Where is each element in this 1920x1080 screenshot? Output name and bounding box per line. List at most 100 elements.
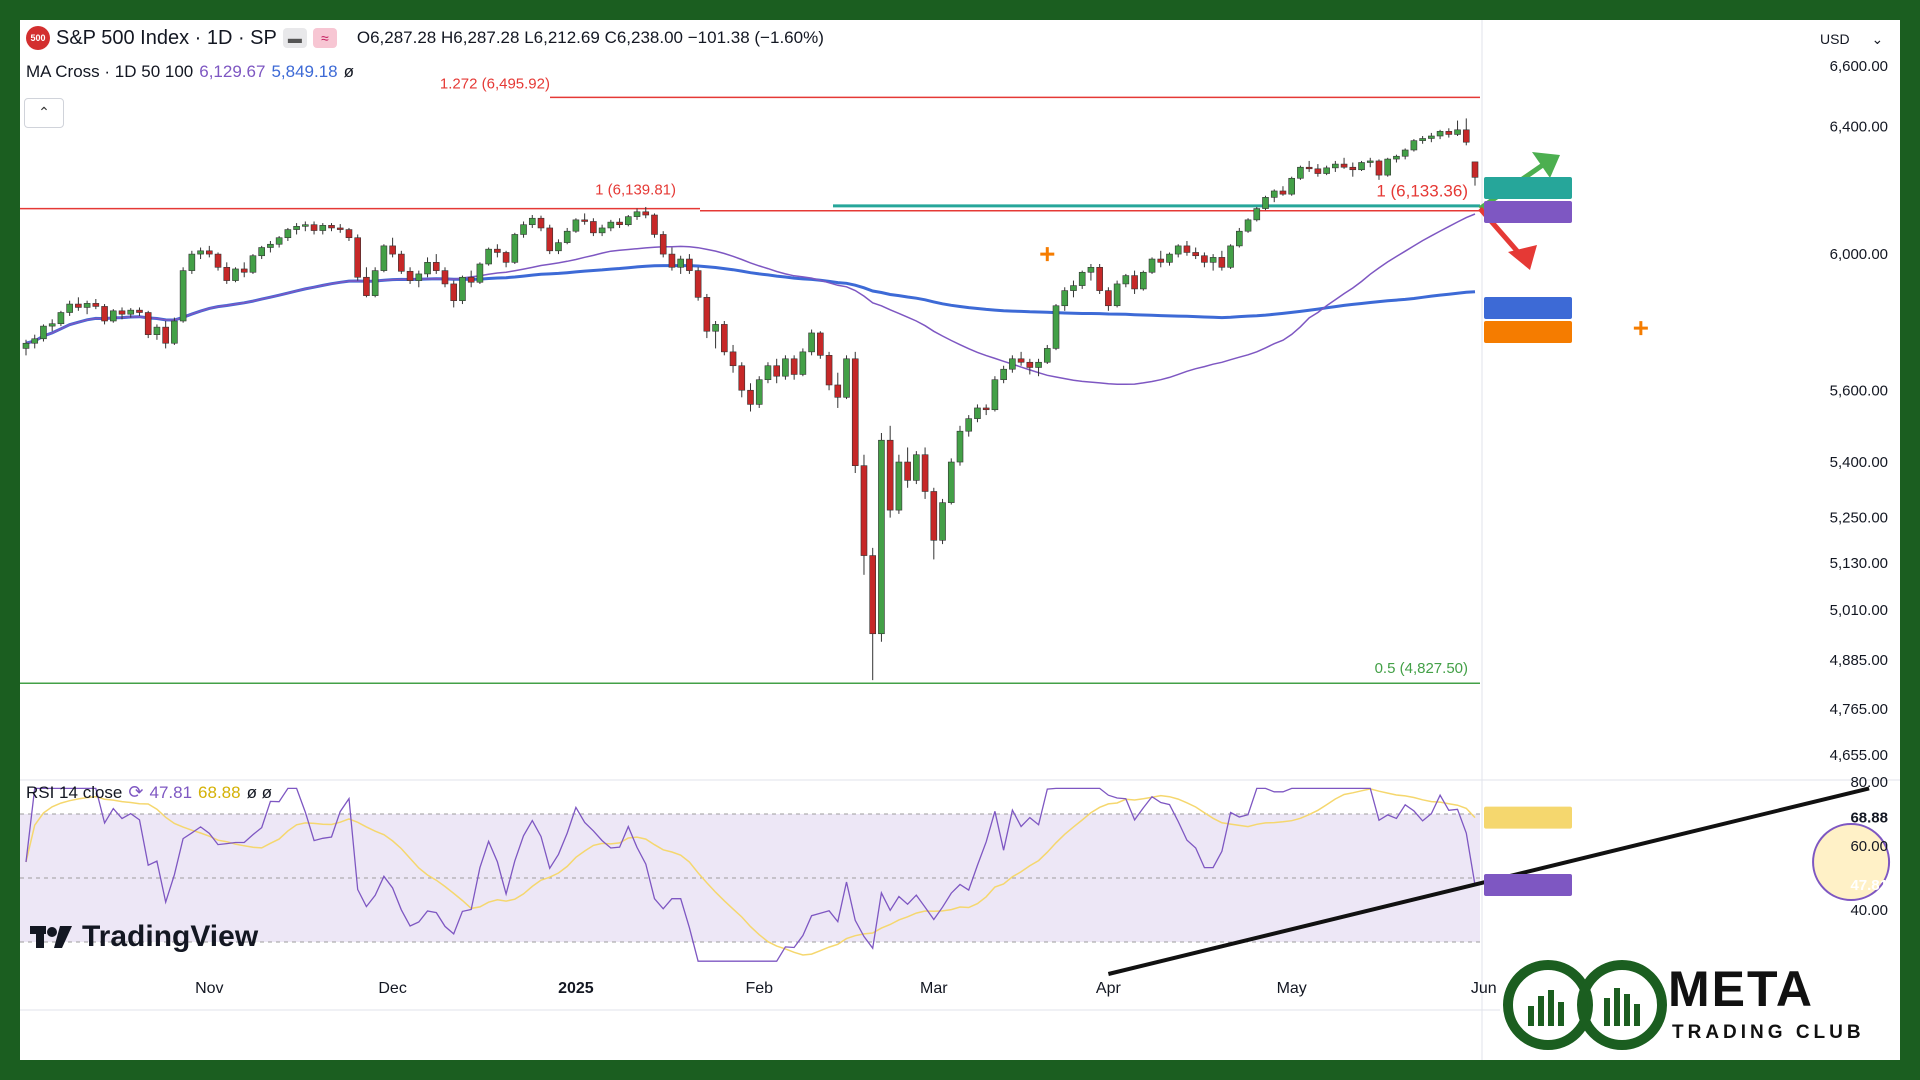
hide-icon[interactable]: ▬ xyxy=(282,28,307,48)
candle xyxy=(1078,271,1086,286)
candle xyxy=(642,211,650,216)
candle xyxy=(1122,275,1130,285)
candle xyxy=(537,217,545,229)
candle xyxy=(1462,129,1470,143)
candle xyxy=(302,224,309,227)
time-tick-label: Mar xyxy=(920,980,948,997)
candle xyxy=(476,263,484,283)
tradingview-logo[interactable]: TradingView xyxy=(30,920,258,954)
candle xyxy=(677,258,684,268)
chart-window: 1.272 (6,495.92) 1 (6,139.81) 1 (6,133.36)… xyxy=(20,20,1900,1060)
candle xyxy=(546,227,554,252)
candle xyxy=(136,309,143,313)
currency-label: USD xyxy=(1820,31,1850,47)
meta-trading-club-logo: META TRADING CLUB xyxy=(1500,950,1900,1060)
candle xyxy=(860,465,868,556)
candle xyxy=(1166,253,1173,263)
open-value: O6,287.28 xyxy=(356,28,437,47)
candle xyxy=(389,245,396,255)
candle xyxy=(878,439,885,635)
candle xyxy=(1445,131,1453,135)
price-badge-label: 5,779.21 xyxy=(1830,324,1888,341)
candle xyxy=(1236,230,1243,247)
candle xyxy=(371,270,379,296)
candle xyxy=(555,242,562,252)
rsi-label[interactable]: RSI 14 close xyxy=(26,782,123,802)
time-tick-label: Dec xyxy=(378,980,406,997)
rsi-tick-label: 60.00 xyxy=(1850,838,1888,855)
ma100-line xyxy=(25,264,1476,345)
rsi-ma-line xyxy=(25,788,1476,956)
candle xyxy=(197,250,204,255)
time-tick-label: Jun xyxy=(1471,980,1497,997)
candle xyxy=(1087,266,1095,273)
candle xyxy=(991,379,999,411)
candle xyxy=(563,230,571,243)
high-value: H6,287.28 xyxy=(441,28,520,47)
candle xyxy=(790,358,798,375)
candle xyxy=(1471,161,1479,178)
rsi-badge-label: 68.88 xyxy=(1850,810,1888,827)
symbol-badge: 500 xyxy=(26,26,50,50)
candle xyxy=(694,270,702,298)
candle xyxy=(1384,158,1392,176)
candle xyxy=(1183,245,1191,253)
time-tick-label: Feb xyxy=(745,980,773,997)
candle xyxy=(1070,285,1077,291)
candle xyxy=(83,303,91,308)
candle xyxy=(947,461,955,503)
candle xyxy=(686,258,693,271)
candle xyxy=(729,351,737,367)
rsi-extra: ø ø xyxy=(246,782,273,802)
candle xyxy=(293,226,300,230)
candle xyxy=(755,379,763,405)
candle xyxy=(258,247,265,257)
candle xyxy=(1061,290,1069,307)
candle xyxy=(223,266,231,281)
price-badge xyxy=(1484,297,1572,319)
ohlc-values: O6,287.28 H6,287.28 L6,212.69 C6,238.00 … xyxy=(357,28,824,48)
candle xyxy=(1393,155,1400,160)
candle xyxy=(1192,252,1199,257)
symbol-title[interactable]: S&P 500 Index · 1D · SP xyxy=(56,26,277,49)
candle xyxy=(1000,368,1007,381)
rsi-badge-label: 47.81 xyxy=(1850,877,1888,894)
candle xyxy=(1227,245,1234,268)
candle xyxy=(1279,190,1287,195)
price-tick-label: 4,765.00 xyxy=(1830,701,1888,718)
candle xyxy=(1410,140,1418,151)
candle xyxy=(930,491,938,541)
compare-icon[interactable]: ≈ xyxy=(312,28,337,48)
collapse-legend-button[interactable]: ⌃ xyxy=(24,98,64,128)
price-badge-label: 5,849.18 xyxy=(1830,300,1888,317)
candle xyxy=(214,253,222,268)
candle xyxy=(424,262,431,275)
candle xyxy=(398,253,405,272)
time-tick-label: Apr xyxy=(1096,980,1122,997)
candle xyxy=(363,276,370,296)
candle xyxy=(502,252,510,263)
price-tick-label: 6,000.00 xyxy=(1830,246,1888,263)
candle xyxy=(1209,257,1217,263)
currency-select[interactable]: USD ⌄ xyxy=(1820,26,1890,52)
price-tick-label: 4,885.00 xyxy=(1830,652,1888,669)
price-tick-label: 6,400.00 xyxy=(1830,119,1888,136)
candle xyxy=(1332,163,1339,169)
rsi-badge xyxy=(1484,874,1572,897)
candle xyxy=(48,323,56,327)
candle xyxy=(965,418,973,432)
candle xyxy=(712,324,719,332)
candle xyxy=(1043,348,1051,363)
refresh-icon[interactable]: ⟳ xyxy=(128,782,144,802)
candle xyxy=(703,297,711,332)
candle xyxy=(441,270,449,285)
candle xyxy=(459,276,466,301)
ma-label[interactable]: MA Cross · 1D 50 100 xyxy=(26,62,194,81)
candle xyxy=(817,332,824,356)
bearish-arrow-head xyxy=(1508,245,1537,270)
candle xyxy=(1052,305,1060,349)
candle xyxy=(467,276,475,283)
candle xyxy=(1253,208,1261,221)
candle xyxy=(206,250,213,255)
candle xyxy=(668,253,676,268)
